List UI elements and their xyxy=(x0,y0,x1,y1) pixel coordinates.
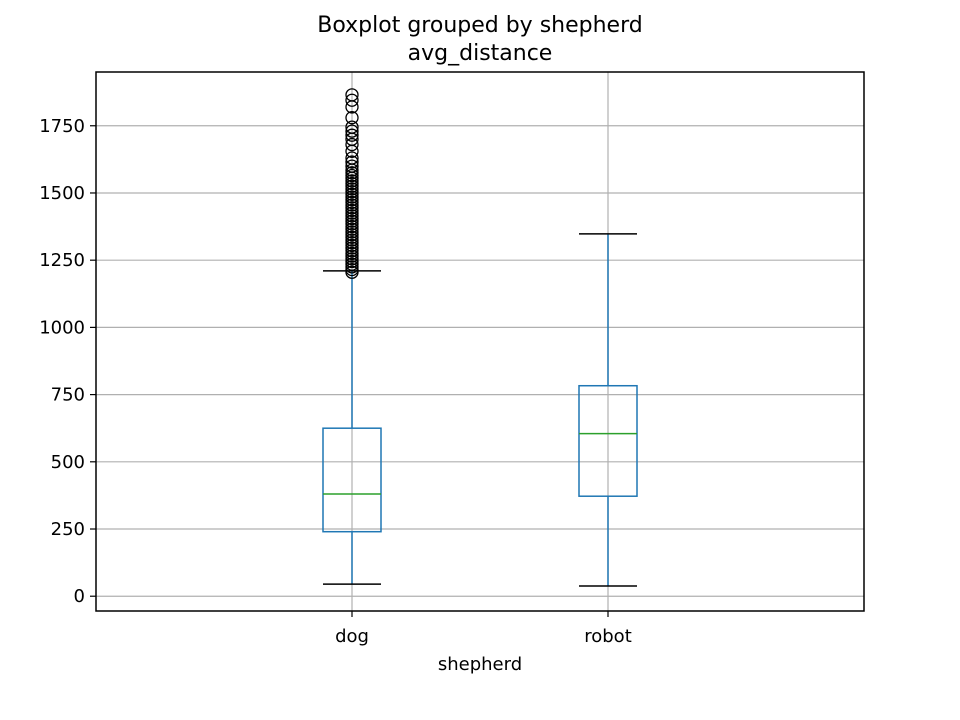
x-tick-label: robot xyxy=(584,626,632,647)
outlier-point xyxy=(345,159,359,173)
axis-ticks: 0 250 500 750 1000 1250 1500 1750 dog robot xyxy=(39,116,632,647)
grid xyxy=(96,72,864,611)
y-tick-label: 1750 xyxy=(39,116,85,137)
x-tick-label: dog xyxy=(335,626,369,647)
outlier-point xyxy=(345,155,359,169)
outlier-point xyxy=(345,151,359,165)
y-tick-label: 250 xyxy=(51,519,85,540)
chart-title: Boxplot grouped by shepherd xyxy=(317,13,642,38)
outlier-point xyxy=(345,124,359,138)
outlier-point xyxy=(345,128,359,142)
iqr-box xyxy=(578,384,638,497)
outlier-point xyxy=(345,137,359,152)
box-robot xyxy=(578,233,638,587)
chart-subtitle: avg_distance xyxy=(408,41,553,66)
iqr-box xyxy=(322,427,382,533)
box-dog xyxy=(322,88,382,585)
y-tick-label: 0 xyxy=(74,586,85,607)
outlier-point xyxy=(345,120,359,134)
y-tick-label: 1500 xyxy=(39,183,85,204)
boxes xyxy=(322,88,638,587)
y-tick-label: 1250 xyxy=(39,250,85,271)
y-tick-label: 1000 xyxy=(39,317,85,338)
y-tick-label: 750 xyxy=(51,385,85,406)
plot-frame xyxy=(95,71,865,612)
outlier-point xyxy=(345,111,359,125)
y-tick-label: 500 xyxy=(51,452,85,473)
outlier-point xyxy=(345,93,359,107)
x-axis-label: shepherd xyxy=(438,654,522,675)
outlier-point xyxy=(345,88,359,102)
